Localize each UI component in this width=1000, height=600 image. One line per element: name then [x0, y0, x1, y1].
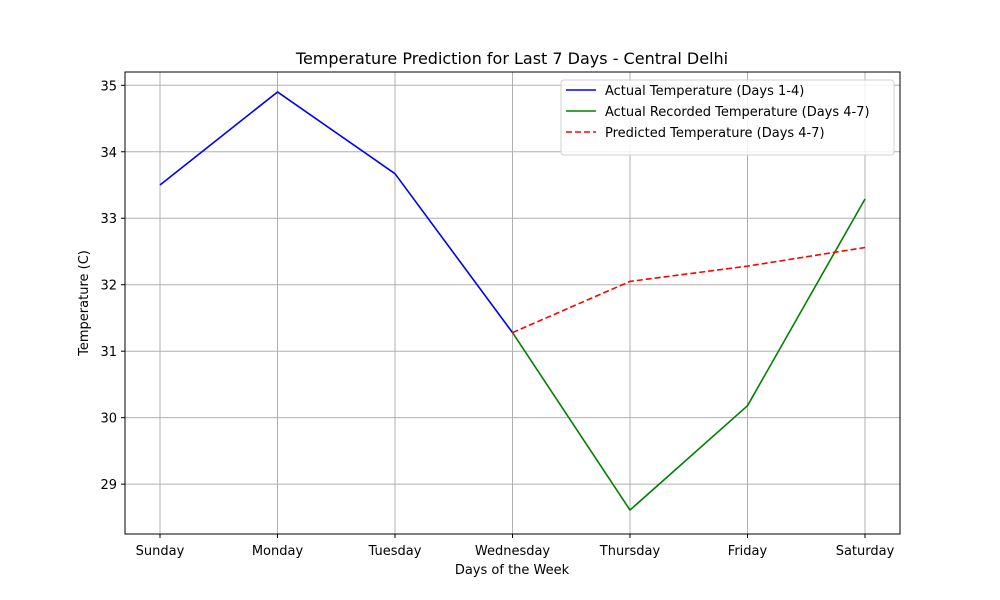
- legend-label-actual-recorded-temperature-days-4-7: Actual Recorded Temperature (Days 4-7): [605, 105, 870, 120]
- legend-label-actual-temperature-days-1-4: Actual Temperature (Days 1-4): [605, 84, 804, 99]
- series-line-actual-recorded-temperature-days-4-7: [511, 198, 866, 511]
- x-tick-label-wednesday: Wednesday: [475, 544, 551, 559]
- series-lines: [159, 91, 866, 511]
- y-axis-label: Temperature (C): [77, 250, 92, 357]
- legend-box: [560, 79, 895, 156]
- x-axis-ticks: Sunday Monday Tuesday Wednesday Thursday Frid…: [136, 534, 895, 559]
- legend-label-predicted-temperature-days-4-7: Predicted Temperature (Days 4-7): [605, 126, 825, 141]
- legend: Actual Temperature (Days 1-4) Actual Reco…: [560, 79, 895, 156]
- x-axis-label: Days of the Week: [455, 563, 570, 578]
- y-axis-ticks: 29 30 31 32 33 34 35: [100, 79, 125, 493]
- y-tick-label-32: 32: [100, 279, 117, 294]
- x-tick-label-saturday: Saturday: [836, 544, 895, 559]
- y-tick-label-29: 29: [100, 478, 117, 493]
- x-tick-label-monday: Monday: [252, 544, 304, 559]
- y-tick-label-31: 31: [100, 345, 117, 360]
- series-line-predicted-temperature-days-4-7: [512, 246, 866, 334]
- x-tick-label-sunday: Sunday: [136, 544, 185, 559]
- y-tick-label-34: 34: [100, 146, 117, 161]
- y-tick-label-30: 30: [100, 412, 117, 427]
- x-tick-label-friday: Friday: [728, 544, 768, 559]
- chart-title: Temperature Prediction for Last 7 Days -…: [295, 49, 728, 68]
- x-tick-label-thursday: Thursday: [599, 544, 661, 559]
- series-line-actual-temperature-days-1-4: [159, 91, 514, 334]
- x-tick-label-tuesday: Tuesday: [368, 544, 422, 559]
- y-tick-label-35: 35: [100, 79, 117, 94]
- y-tick-label-33: 33: [100, 212, 117, 227]
